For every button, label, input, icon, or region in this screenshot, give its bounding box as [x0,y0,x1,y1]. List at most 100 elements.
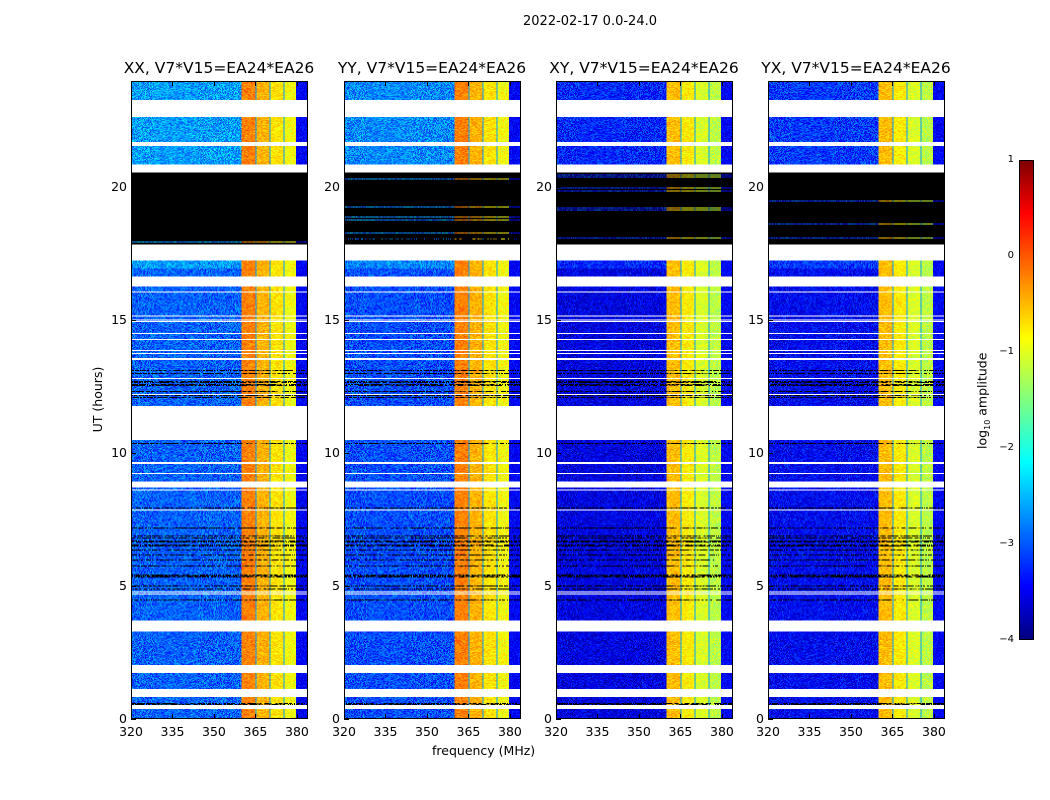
y-tick-mark [131,719,136,720]
x-tick-mark [468,714,470,719]
colorbar-label: log10 amplitude [974,352,992,449]
y-tick-mark [344,719,349,720]
heatmap-panel-0 [131,81,308,719]
y-tick-label: 0 [756,711,764,726]
y-tick-mark [344,453,349,455]
x-tick-mark [172,714,174,719]
x-tick-label: 335 [160,724,185,739]
heatmap-panel-2 [556,81,733,719]
x-tick-label: 335 [373,724,398,739]
x-tick-mark [850,714,852,719]
y-tick-mark [344,586,349,588]
y-tick-mark [131,320,136,322]
y-tick-label: 15 [748,312,764,328]
y-tick-mark [556,453,561,455]
x-tick-mark [255,714,257,719]
x-tick-label: 320 [544,724,568,739]
x-tick-mark [296,81,298,86]
x-axis-label: frequency (MHz) [432,743,536,758]
heatmap-image-1 [345,82,520,718]
x-tick-mark [385,714,387,719]
y-tick-label: 5 [756,578,764,594]
x-tick-mark [556,714,557,719]
x-tick-mark [721,81,723,86]
y-tick-label: 0 [332,711,340,726]
y-tick-mark [768,187,773,189]
y-tick-label: 10 [111,445,127,461]
x-tick-mark [809,81,811,86]
x-tick-mark [892,714,894,719]
y-tick-label: 15 [536,312,552,328]
panel-title-2: XY, V7*V15=EA24*EA26 [549,59,739,77]
x-tick-label: 365 [668,724,693,739]
y-axis-label: UT (hours) [90,366,105,433]
heatmap-panel-1 [344,81,521,719]
x-tick-label: 320 [756,724,780,739]
y-tick-mark [556,320,561,322]
y-tick-mark [131,586,136,588]
x-tick-mark [385,81,387,86]
y-tick-label: 10 [324,445,340,461]
x-tick-mark [255,81,257,86]
x-tick-mark [556,81,557,86]
y-tick-label: 20 [748,179,764,195]
colorbar-tick-label: −4 [999,634,1014,645]
y-tick-label: 15 [324,312,340,328]
x-tick-label: 380 [710,724,734,739]
y-tick-mark [131,453,136,455]
heatmap-image-3 [769,82,944,718]
colorbar-tick-label: −2 [999,442,1014,453]
x-tick-mark [468,81,470,86]
y-tick-mark [344,187,349,189]
y-tick-mark [768,320,773,322]
y-tick-mark [556,187,561,189]
colorbar-tick-label: 0 [1007,250,1014,261]
y-tick-label: 0 [119,711,127,726]
colorbar-tick-label: −3 [999,538,1014,549]
y-tick-mark [556,586,561,588]
x-tick-label: 380 [922,724,946,739]
x-tick-mark [680,81,682,86]
x-tick-mark [638,714,640,719]
y-tick-mark [556,719,561,720]
x-tick-label: 365 [243,724,268,739]
x-tick-mark [768,714,769,719]
heatmap-image-0 [132,82,307,718]
figure-title: 2022-02-17 0.0-24.0 [523,14,657,29]
y-tick-label: 10 [536,445,552,461]
x-tick-label: 380 [285,724,309,739]
x-tick-mark [509,81,511,86]
x-tick-mark [426,81,428,86]
x-tick-mark [768,81,769,86]
x-tick-label: 380 [498,724,522,739]
y-tick-label: 20 [324,179,340,195]
y-tick-label: 5 [544,578,552,594]
x-tick-mark [680,714,682,719]
x-tick-mark [131,81,132,86]
y-tick-mark [131,187,136,189]
y-tick-label: 15 [111,312,127,328]
x-tick-mark [597,714,599,719]
y-tick-label: 20 [536,179,552,195]
y-tick-label: 5 [332,578,340,594]
x-tick-label: 365 [880,724,905,739]
y-tick-mark [768,719,773,720]
x-tick-label: 365 [456,724,481,739]
x-tick-mark [638,81,640,86]
x-tick-mark [809,714,811,719]
colorbar-tick-label: −1 [999,346,1014,357]
heatmap-panel-3 [768,81,945,719]
x-tick-label: 350 [202,724,226,739]
x-tick-mark [933,81,935,86]
y-tick-label: 10 [748,445,764,461]
x-tick-mark [426,714,428,719]
x-tick-label: 335 [585,724,610,739]
x-tick-label: 350 [627,724,651,739]
x-tick-mark [131,714,132,719]
x-tick-mark [597,81,599,86]
x-tick-mark [344,714,345,719]
x-tick-mark [933,714,935,719]
y-tick-mark [344,320,349,322]
x-tick-label: 335 [797,724,822,739]
